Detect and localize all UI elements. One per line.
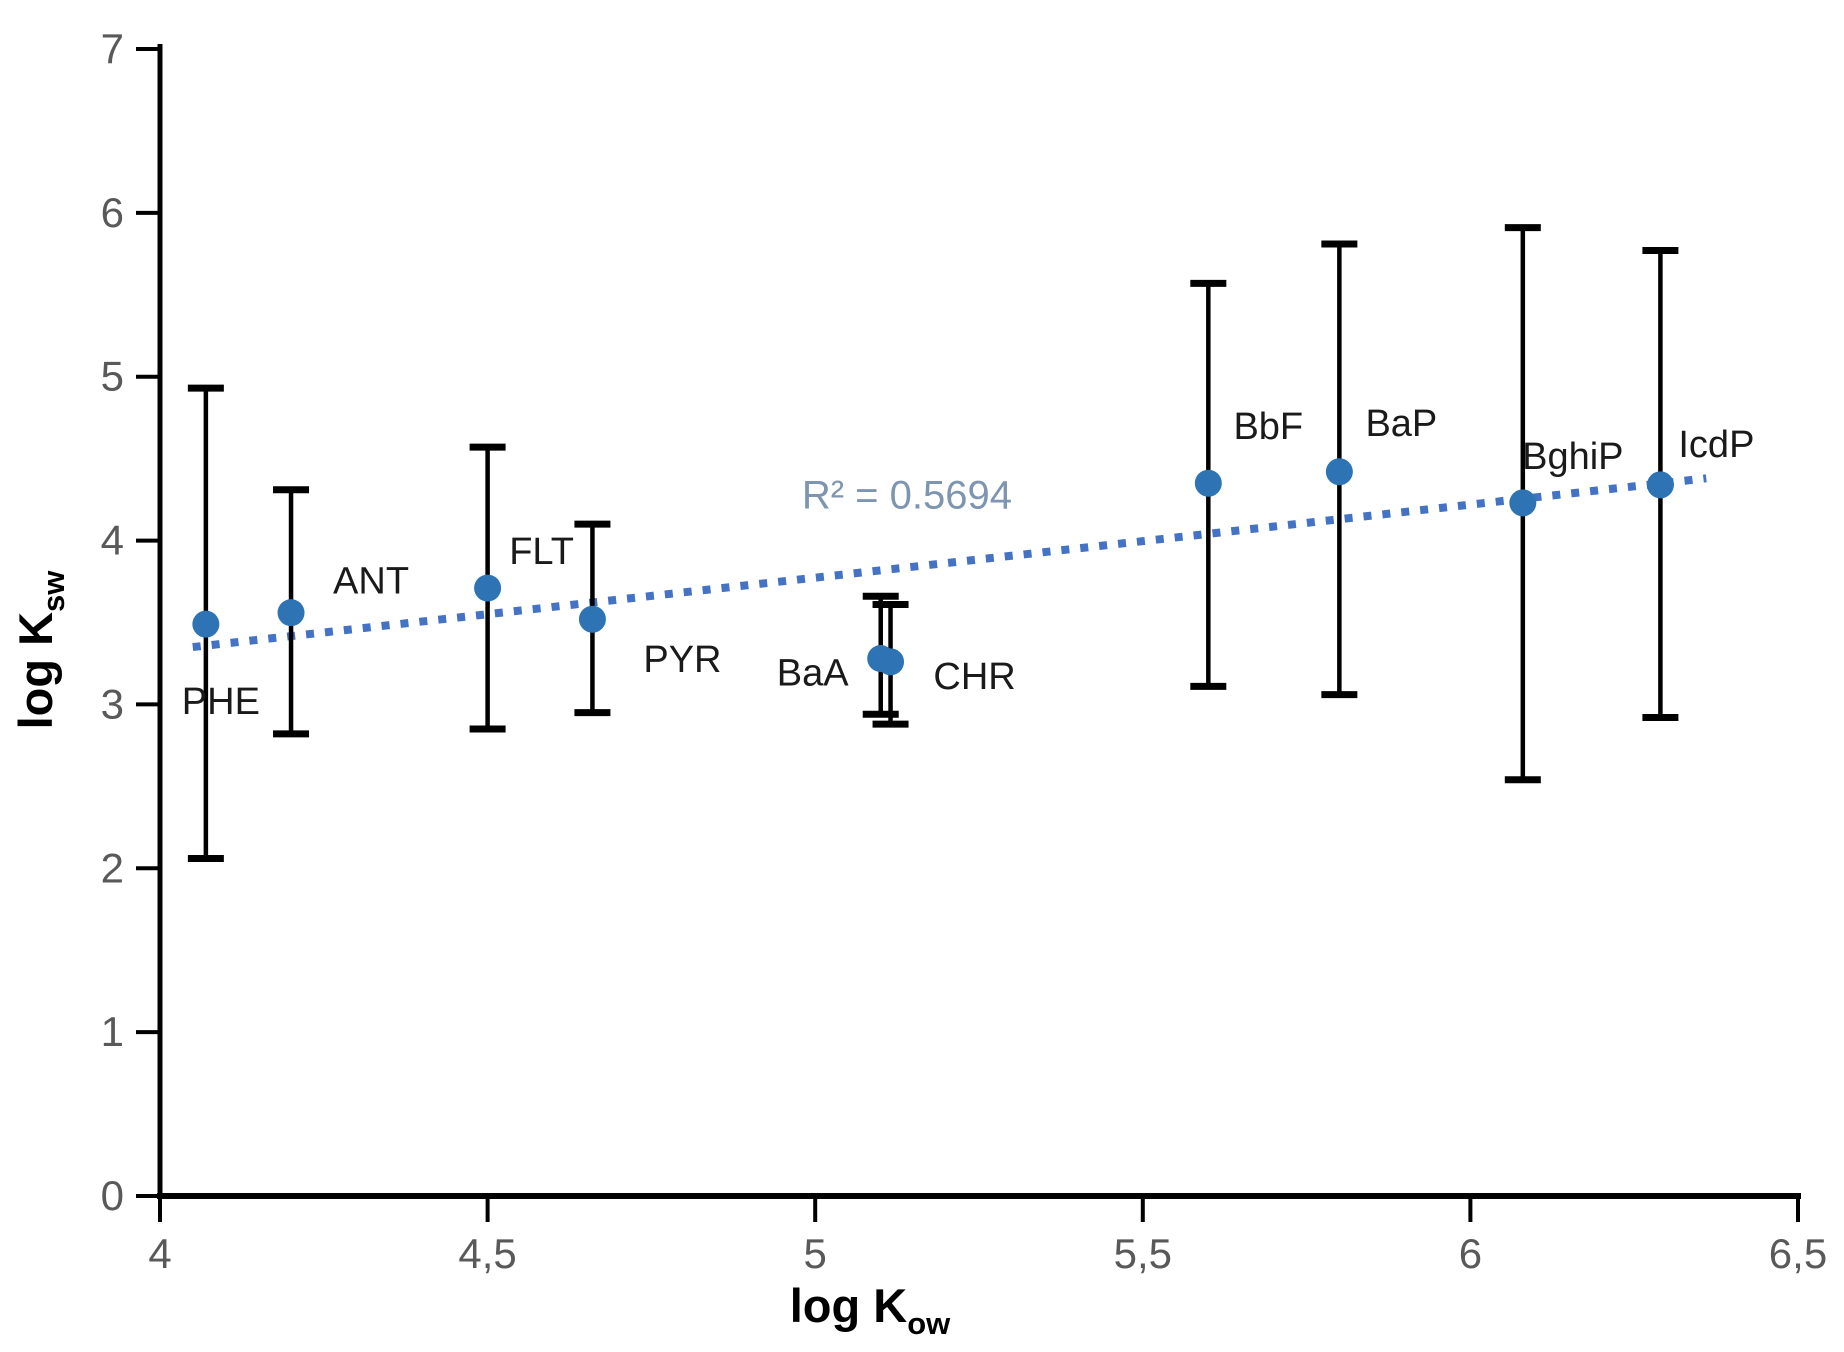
x-tick-label: 6 xyxy=(1459,1230,1482,1277)
x-tick-label: 5,5 xyxy=(1114,1230,1172,1277)
data-point-label-FLT: FLT xyxy=(509,531,574,573)
data-point-label-CHR: CHR xyxy=(933,656,1015,698)
y-tick-label: 5 xyxy=(101,353,124,400)
y-tick-label: 1 xyxy=(101,1008,124,1055)
data-point-label-ANT: ANT xyxy=(333,561,409,603)
y-tick-label: 7 xyxy=(101,25,124,72)
data-point-PYR xyxy=(578,605,606,633)
x-tick-label: 4,5 xyxy=(458,1230,516,1277)
data-point-label-BghiP: BghiP xyxy=(1522,436,1623,478)
data-point-label-BaP: BaP xyxy=(1365,403,1437,445)
data-point-ANT xyxy=(277,599,305,627)
x-tick-label: 4 xyxy=(148,1230,171,1277)
data-point-label-BaA: BaA xyxy=(777,653,849,695)
x-tick-label: 5 xyxy=(804,1230,827,1277)
y-tick-label: 3 xyxy=(101,680,124,727)
data-point-CHR xyxy=(877,648,905,676)
x-axis-title: log Kow xyxy=(790,1279,951,1341)
y-tick-label: 2 xyxy=(101,844,124,891)
data-point-label-BbF: BbF xyxy=(1233,406,1303,448)
data-point-FLT xyxy=(474,574,502,602)
y-tick-label: 6 xyxy=(101,189,124,236)
y-tick-label: 4 xyxy=(101,517,124,564)
r-squared-label: R² = 0.5694 xyxy=(802,474,1012,518)
data-point-label-PYR: PYR xyxy=(643,639,721,681)
data-point-BbF xyxy=(1194,469,1222,497)
x-tick-label: 6,5 xyxy=(1769,1230,1827,1277)
y-tick-label: 0 xyxy=(101,1172,124,1219)
data-point-label-PHE: PHE xyxy=(182,681,260,723)
data-point-BaP xyxy=(1325,458,1353,486)
data-point-IcdP xyxy=(1646,471,1674,499)
trendline-dotted xyxy=(192,474,1707,652)
data-point-PHE xyxy=(192,610,220,638)
data-point-label-IcdP: IcdP xyxy=(1678,424,1754,466)
data-point-BghiP xyxy=(1509,489,1537,517)
y-axis-title: log Ksw xyxy=(9,570,71,730)
